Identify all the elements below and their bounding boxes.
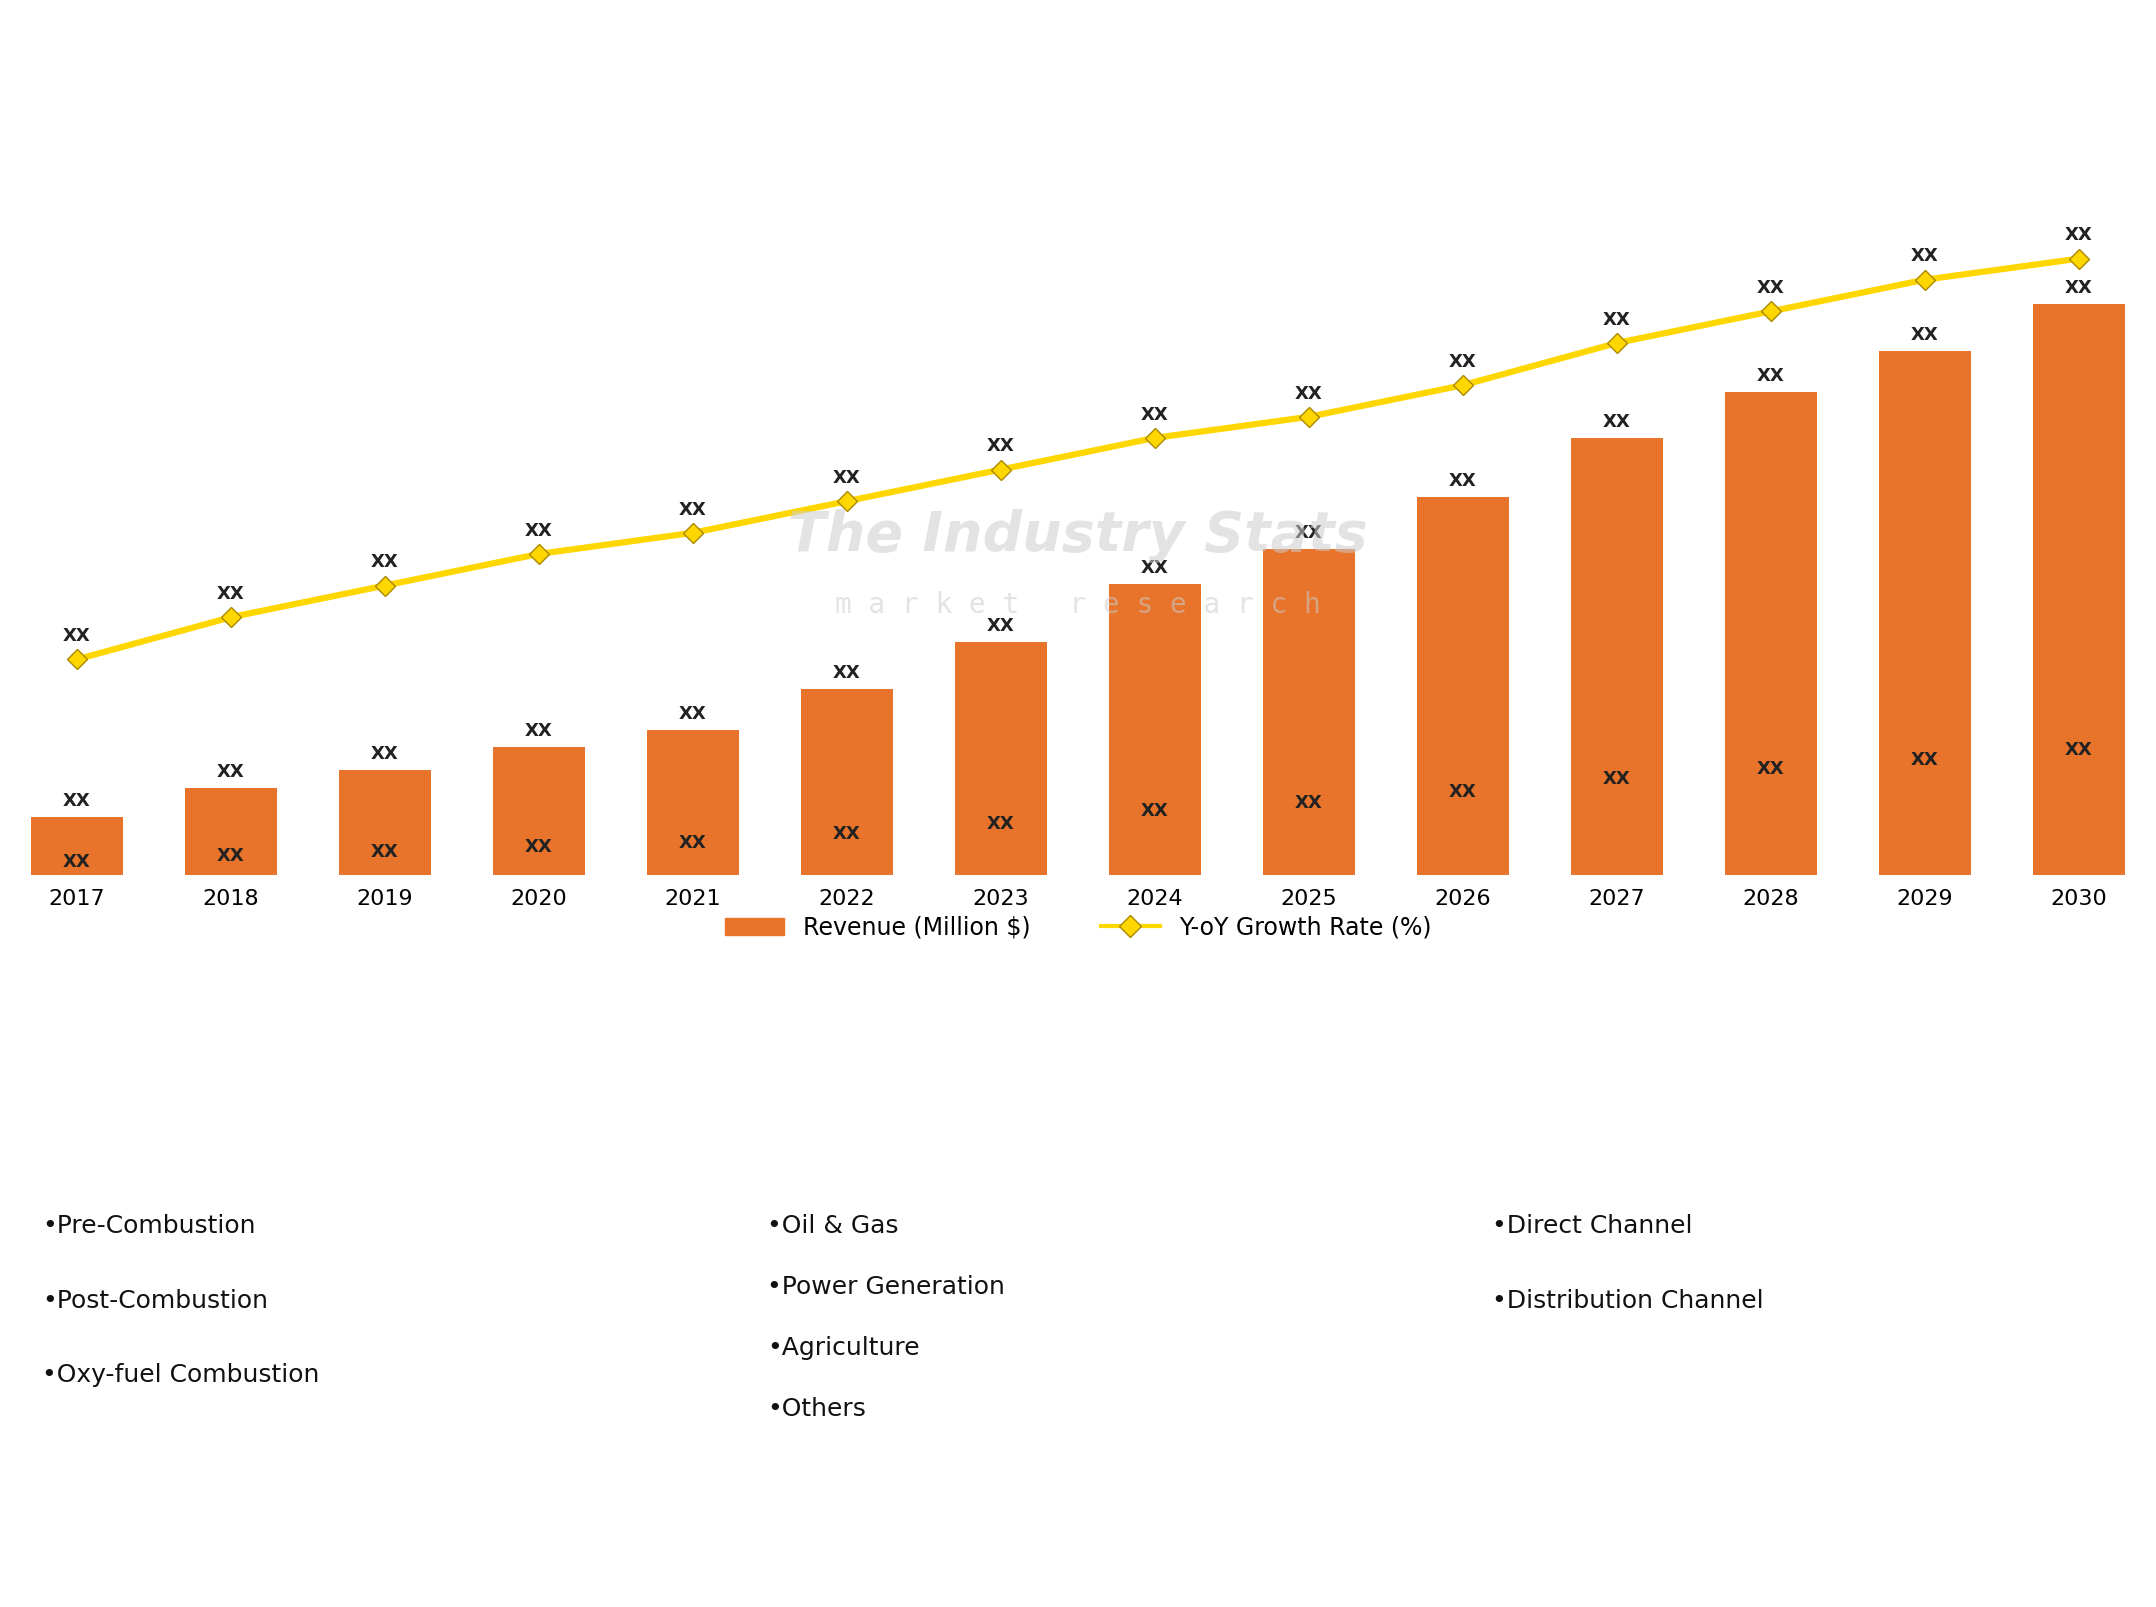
Text: XX: XX: [218, 847, 246, 865]
Text: •Post-Combustion: •Post-Combustion: [43, 1289, 267, 1313]
Text: Email: sales@theindustrystats.com: Email: sales@theindustrystats.com: [819, 1546, 1205, 1564]
Text: XX: XX: [1449, 783, 1477, 800]
Text: •Others: •Others: [768, 1398, 867, 1421]
Text: XX: XX: [1910, 247, 1938, 265]
Text: Source: Theindustrystats Analysis: Source: Theindustrystats Analysis: [65, 1546, 440, 1564]
Text: XX: XX: [1296, 524, 1324, 542]
Bar: [955, 643, 1048, 876]
Bar: [1725, 392, 1818, 876]
Bar: [494, 747, 584, 876]
Text: XX: XX: [679, 500, 707, 519]
Bar: [1263, 550, 1356, 876]
Text: XX: XX: [2065, 280, 2093, 297]
Text: XX: XX: [526, 837, 552, 857]
Bar: [1878, 350, 1971, 876]
Text: Product Types: Product Types: [252, 1057, 455, 1086]
Text: XX: XX: [371, 746, 399, 763]
Text: XX: XX: [63, 792, 91, 810]
Text: XX: XX: [371, 844, 399, 861]
Text: XX: XX: [1141, 559, 1169, 577]
Bar: [1108, 583, 1201, 876]
Bar: [2033, 304, 2126, 876]
Legend: Revenue (Million $), Y-oY Growth Rate (%): Revenue (Million $), Y-oY Growth Rate (%…: [716, 906, 1440, 950]
Text: Application: Application: [996, 1057, 1160, 1086]
Text: XX: XX: [832, 469, 860, 487]
Text: Sales Channels: Sales Channels: [1692, 1057, 1915, 1086]
Text: The Industry Stats: The Industry Stats: [789, 509, 1367, 562]
Text: XX: XX: [1757, 366, 1785, 384]
Text: XX: XX: [1604, 413, 1630, 431]
Text: XX: XX: [526, 722, 552, 741]
Text: •Agriculture: •Agriculture: [768, 1335, 921, 1360]
Text: XX: XX: [1910, 750, 1938, 768]
Text: XX: XX: [1757, 760, 1785, 778]
Text: XX: XX: [1604, 310, 1630, 329]
Text: •Distribution Channel: •Distribution Channel: [1492, 1289, 1764, 1313]
Text: XX: XX: [2065, 227, 2093, 244]
Text: m a r k e t   r e s e a r c h: m a r k e t r e s e a r c h: [834, 591, 1322, 619]
Text: XX: XX: [679, 834, 707, 852]
Text: XX: XX: [1141, 405, 1169, 424]
Text: XX: XX: [2065, 741, 2093, 759]
Text: XX: XX: [1604, 770, 1630, 787]
Text: XX: XX: [1296, 384, 1324, 402]
Text: XX: XX: [987, 437, 1015, 455]
Bar: [800, 689, 893, 876]
Text: XX: XX: [1910, 326, 1938, 344]
Text: XX: XX: [1296, 794, 1324, 813]
Text: •Direct Channel: •Direct Channel: [1492, 1213, 1692, 1237]
Text: XX: XX: [1449, 354, 1477, 371]
Text: •Oxy-fuel Combustion: •Oxy-fuel Combustion: [43, 1363, 319, 1387]
Text: XX: XX: [1141, 802, 1169, 820]
Bar: [30, 816, 123, 876]
Text: Fig. Global Carbon Capture and Sequestration Market Status and Outlook: Fig. Global Carbon Capture and Sequestra…: [26, 39, 1238, 66]
Text: XX: XX: [1449, 472, 1477, 490]
Bar: [185, 787, 278, 876]
Bar: [1572, 439, 1662, 876]
Text: XX: XX: [987, 815, 1015, 832]
Text: •Oil & Gas: •Oil & Gas: [768, 1213, 899, 1237]
Bar: [647, 730, 740, 876]
Text: XX: XX: [218, 585, 246, 603]
Text: XX: XX: [371, 553, 399, 570]
Text: XX: XX: [832, 824, 860, 844]
Bar: [338, 770, 431, 876]
Text: XX: XX: [679, 705, 707, 723]
Text: •Power Generation: •Power Generation: [768, 1274, 1005, 1298]
Text: XX: XX: [218, 763, 246, 781]
Text: XX: XX: [987, 617, 1015, 635]
Bar: [1416, 497, 1509, 876]
Text: XX: XX: [63, 627, 91, 644]
Text: Website: www.theindustrystats.com: Website: www.theindustrystats.com: [1509, 1546, 1908, 1564]
Text: XX: XX: [1757, 280, 1785, 297]
Text: XX: XX: [832, 664, 860, 681]
Text: XX: XX: [526, 522, 552, 540]
Text: XX: XX: [63, 853, 91, 871]
Text: •Pre-Combustion: •Pre-Combustion: [43, 1213, 257, 1237]
